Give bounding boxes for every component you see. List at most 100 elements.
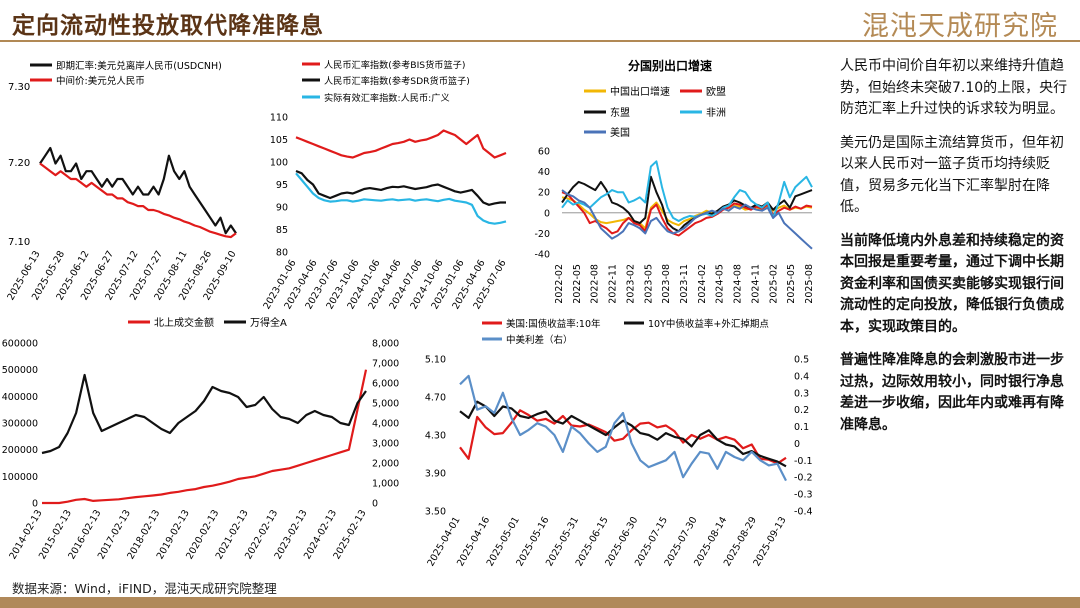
legend-label-africa: 非洲 — [706, 107, 726, 119]
northbound-chart: 北上成交金额 万得全A 600000 500000 400000 300000 2000… — [2, 316, 399, 561]
header-divider — [0, 40, 1080, 42]
legend-label-sdr: 人民币汇率指数(参考SDR货币篮子) — [324, 75, 470, 87]
series-line-2 — [459, 374, 787, 482]
page-title: 定向流动性投放取代降准降息 — [12, 13, 324, 39]
y-tick-label: 300000 — [2, 419, 38, 430]
y-tick-label: 7,000 — [372, 359, 399, 370]
fx-chart: 即期汇率:美元兑离岸人民币(USDCNH) 中间价:美元兑人民币 7.30 7.… — [5, 60, 238, 302]
legend-label-mid: 中间价:美元兑人民币 — [56, 75, 145, 87]
y-tick-label: 3,000 — [372, 439, 399, 450]
x-tick-label: 2023-02 — [625, 264, 636, 304]
legend-label-eu: 欧盟 — [706, 86, 726, 98]
y-tick-label: 60 — [538, 147, 550, 158]
commentary-paragraph: 人民币中间价自年初以来维持升值趋势，但始终未突破7.10的上限，央行防范汇率上升… — [840, 58, 1068, 117]
y-tick-label: 6,000 — [372, 379, 399, 390]
yld-legend: 美国:国债收益率:10年 10Y中债收益率+外汇掉期点 中美利差（右） — [482, 318, 769, 346]
y-tick-label: 3.50 — [425, 507, 446, 518]
x-tick-label: 2024-05 — [715, 264, 726, 304]
y-tick-label: 0.3 — [794, 388, 809, 399]
y-tick-label: 0 — [794, 439, 800, 450]
y-tick-label: 4.70 — [425, 393, 446, 404]
y-tick: 7.30 — [8, 82, 30, 93]
y-tick-label: -0.1 — [794, 456, 813, 467]
y-tick-label: 0.4 — [794, 371, 809, 382]
series-line-2 — [561, 175, 813, 233]
commentary-panel: 人民币中间价自年初以来维持升值趋势，但始终未突破7.10的上限，央行防范汇率上升… — [840, 56, 1070, 448]
y-tick-label: 80 — [276, 248, 288, 259]
series-line-0 — [459, 409, 787, 465]
exports-chart: 分国别出口增速 中国出口增速 欧盟 东盟 非洲 美国 60 40 20 0 -20 -40… — [534, 58, 815, 304]
x-tick-label: 2024-08 — [733, 264, 744, 304]
y-tick-label: 2,000 — [372, 459, 399, 470]
y-tick-label: 20 — [538, 188, 550, 199]
y-tick-label: 90 — [276, 203, 288, 214]
y-tick-label: 4,000 — [372, 419, 399, 430]
exp-legend: 中国出口增速 欧盟 东盟 非洲 美国 — [584, 85, 726, 139]
x-tick-label: 2022-11 — [608, 264, 619, 304]
series-line-0 — [295, 129, 507, 159]
y-tick-label: 0 — [32, 499, 38, 510]
y-tick-label: 5,000 — [372, 399, 399, 410]
series-line-1 — [459, 400, 787, 468]
series-line-3 — [561, 160, 813, 222]
nb-legend: 北上成交金额 万得全A — [128, 316, 287, 329]
y-tick-label: 100000 — [2, 472, 38, 483]
legend-label-windA: 万得全A — [250, 316, 287, 329]
y-tick-label: 0.2 — [794, 405, 809, 416]
y-tick-label: 500000 — [2, 365, 38, 376]
idx-legend: 人民币汇率指数(参考BIS货币篮子) 人民币汇率指数(参考SDR货币篮子) 实际… — [302, 59, 470, 104]
footer-bar — [0, 597, 1080, 608]
y-tick-label: 1,000 — [372, 479, 399, 490]
commentary-paragraph: 普遍性降准降息的会刺激股市进一步过热，边际效用较小，同时银行净息差进一步收缩，因… — [840, 352, 1064, 433]
commentary-paragraph: 当前降低境内外息差和持续稳定的资本回报是重要考量，通过下调中长期资金利率和国债买… — [840, 232, 1064, 335]
y-tick: 7.20 — [8, 158, 30, 169]
x-tick-label: 2023-11 — [679, 264, 690, 304]
series-line-4 — [561, 189, 813, 250]
y-tick-label: 95 — [276, 180, 288, 191]
legend-label-asean: 东盟 — [610, 106, 630, 119]
x-tick-label: 2024-11 — [750, 264, 761, 304]
x-tick-label: 2022-08 — [590, 264, 601, 304]
y-tick-label: 100 — [270, 158, 288, 169]
chart-title: 分国别出口增速 — [628, 58, 712, 73]
commentary-paragraph: 美元仍是国际主流结算货币，但年初以来人民币对一篮子货币均持续贬值，贸易多元化当下… — [840, 134, 1064, 216]
rmb-index-chart: 人民币汇率指数(参考BIS货币篮子) 人民币汇率指数(参考SDR货币篮子) 实际… — [261, 59, 508, 311]
x-tick-label: 2022-05 — [572, 264, 583, 304]
series-line-1 — [295, 169, 506, 206]
y-tick-label: 40 — [538, 167, 550, 178]
legend-label-us: 美国 — [610, 126, 630, 139]
y-tick-label: 8,000 — [372, 339, 399, 350]
legend-label-spread: 中美利差（右） — [506, 334, 573, 346]
x-tick-label: 2023-05 — [643, 264, 654, 304]
legend-label-northbound: 北上成交金额 — [154, 316, 214, 329]
y-tick-label: -0.2 — [794, 473, 813, 484]
legend-label-cgb: 10Y中债收益率+外汇掉期点 — [648, 318, 769, 330]
x-tick-label: 2023-08 — [661, 264, 672, 304]
yields-chart: 美国:国债收益率:10年 10Y中债收益率+外汇掉期点 中美利差（右） 5.10… — [425, 318, 813, 568]
y-tick-label: 600000 — [2, 339, 38, 350]
y-tick-label: 400000 — [2, 392, 38, 403]
series-line-0 — [42, 369, 368, 505]
y-tick-label: 5.10 — [425, 355, 446, 366]
legend-label-reer: 实际有效汇率指数:人民币:广义 — [324, 92, 450, 104]
series-line-0 — [39, 146, 237, 235]
y-tick-label: 0 — [544, 208, 550, 219]
y-tick-label: 85 — [276, 225, 288, 236]
y-tick-label: 0.1 — [794, 422, 809, 433]
y-tick-label: -20 — [534, 229, 550, 240]
fx-legend: 即期汇率:美元兑离岸人民币(USDCNH) 中间价:美元兑人民币 — [30, 60, 222, 87]
x-tick-label: 2025-08 — [804, 264, 815, 304]
series-line-1 — [39, 162, 237, 239]
y-tick-label: -0.3 — [794, 490, 813, 501]
x-tick-label: 2022-02 — [554, 264, 565, 304]
brand-logo: 混沌天成研究院 — [862, 11, 1058, 42]
y-tick: 7.10 — [8, 237, 30, 248]
legend-label-bis: 人民币汇率指数(参考BIS货币篮子) — [324, 59, 465, 71]
y-tick-label: 0.5 — [794, 355, 809, 366]
y-tick-label: 200000 — [2, 445, 38, 456]
y-tick-label: -40 — [534, 250, 550, 261]
y-tick-label: 0 — [372, 499, 378, 510]
y-tick-label: 4.30 — [425, 431, 446, 442]
series-line-1 — [41, 373, 367, 455]
legend-label-china: 中国出口增速 — [610, 85, 670, 98]
